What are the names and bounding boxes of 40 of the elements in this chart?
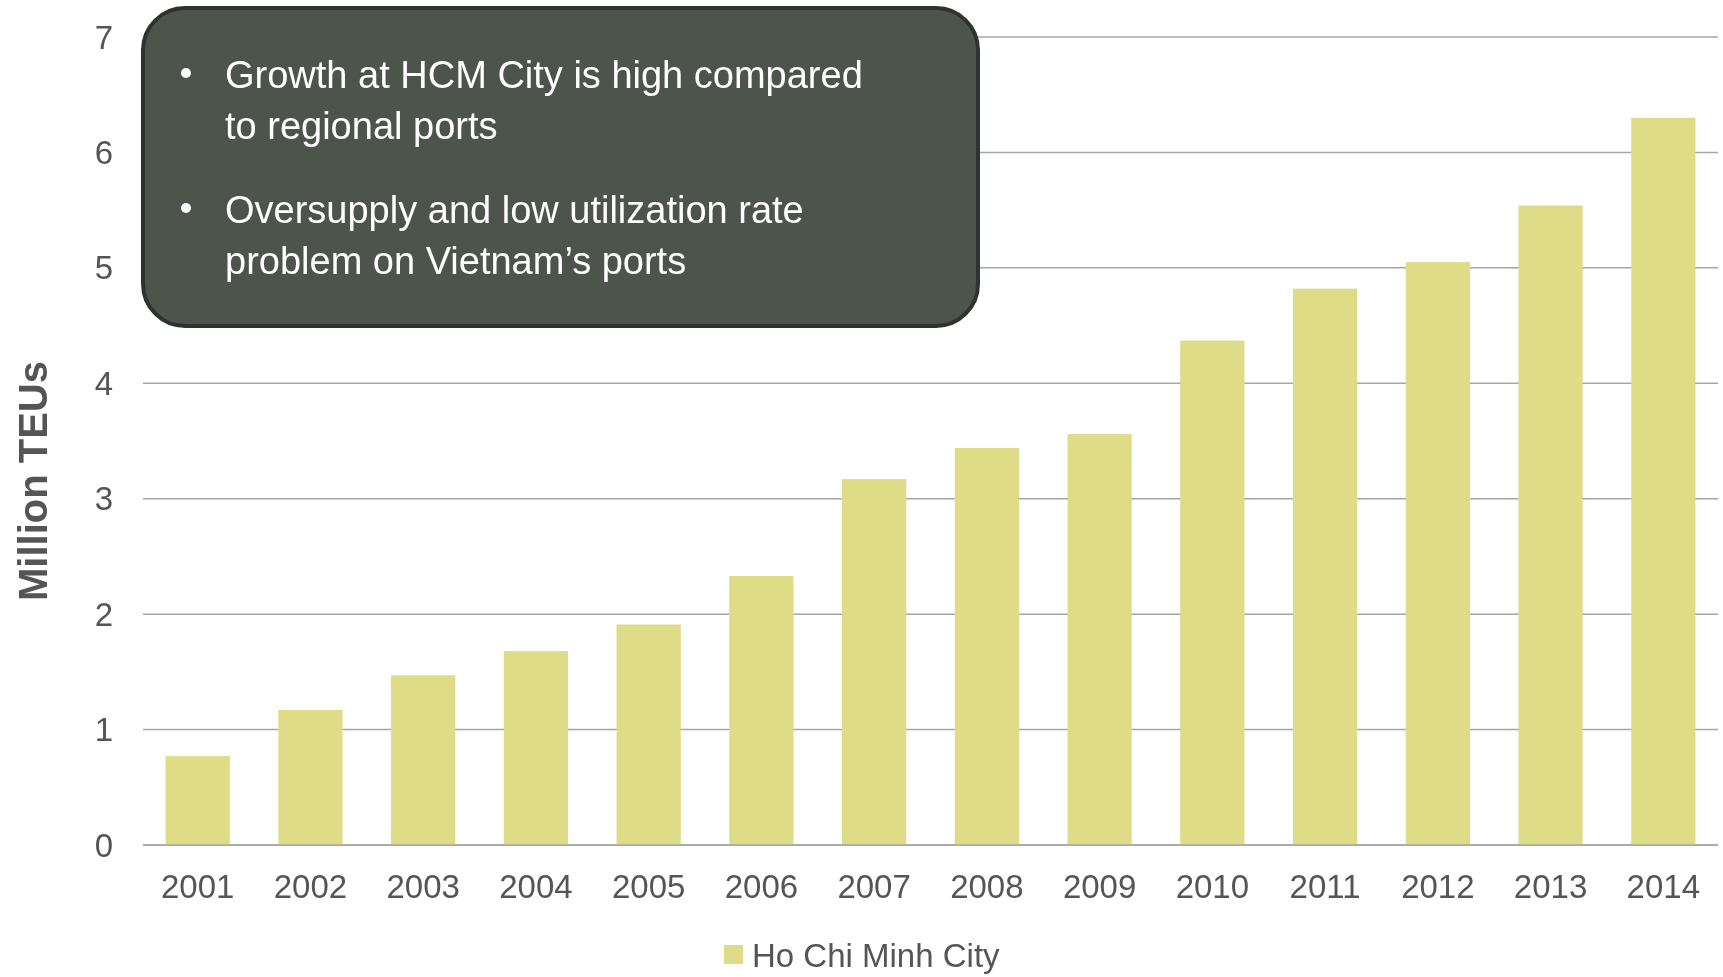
y-tick-label: 7: [94, 18, 113, 56]
y-tick-label: 1: [94, 711, 113, 749]
bar: [1067, 434, 1132, 845]
bar: [842, 479, 907, 845]
bar: [391, 675, 456, 845]
x-tick-label: 2008: [950, 868, 1024, 905]
bar: [729, 576, 794, 845]
bar: [616, 624, 681, 845]
y-axis-title: Million TEUs: [11, 361, 55, 601]
x-tick-label: 2010: [1175, 868, 1250, 905]
y-tick-label: 4: [94, 364, 113, 402]
x-tick-label: 2002: [273, 868, 348, 905]
bar: [1518, 205, 1583, 845]
y-tick-label: 2: [94, 595, 113, 633]
x-tick-label: 2003: [386, 868, 460, 905]
bar: [1292, 288, 1358, 845]
y-tick-label: 3: [94, 480, 113, 518]
x-tick-label: 2013: [1513, 868, 1588, 905]
bar: [1631, 117, 1696, 845]
x-tick-label: 2009: [1062, 868, 1137, 905]
x-tick-label: 2005: [611, 868, 686, 905]
y-tick-label: 5: [94, 249, 113, 287]
bar: [503, 651, 569, 845]
annotation: Oversupply and low utilization rate problem on Vietnam’s ports: [225, 189, 804, 283]
bar: [165, 756, 230, 845]
x-tick-label: 2007: [837, 868, 911, 905]
bar: [1405, 262, 1470, 845]
x-tick-label: 2014: [1626, 868, 1701, 905]
x-tick-label: 2006: [724, 868, 799, 905]
x-tick-label: 2011: [1289, 868, 1361, 905]
x-tick-label: 2012: [1401, 868, 1475, 905]
x-tick-label: 2001: [160, 868, 235, 905]
y-tick-label: 0: [94, 826, 113, 864]
annotation: Growth at HCM City is high compared to regional ports: [225, 54, 863, 148]
bar: [278, 709, 343, 845]
y-tick-label: 6: [94, 133, 113, 171]
bar: [954, 447, 1019, 845]
x-tick-label: 2004: [499, 868, 573, 905]
legend-label: Ho Chi Minh City: [752, 936, 1001, 974]
bar: [1180, 340, 1245, 845]
